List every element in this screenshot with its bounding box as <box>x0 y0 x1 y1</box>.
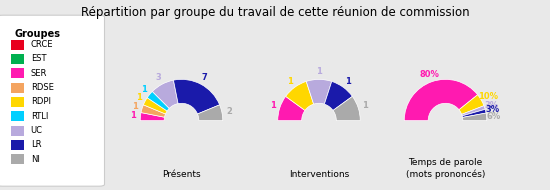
Text: 6%: 6% <box>487 112 501 121</box>
Text: RDPI: RDPI <box>31 97 51 106</box>
Wedge shape <box>324 81 353 110</box>
Text: EST: EST <box>31 55 46 63</box>
Text: Répartition par groupe du travail de cette réunion de commission: Répartition par groupe du travail de cet… <box>81 6 469 19</box>
Wedge shape <box>152 80 178 108</box>
Text: 3: 3 <box>156 73 162 82</box>
Text: 3%: 3% <box>486 105 500 114</box>
Text: Groupes: Groupes <box>15 29 61 39</box>
Wedge shape <box>144 98 167 114</box>
Text: LR: LR <box>31 140 41 150</box>
Text: 1: 1 <box>345 77 350 86</box>
Text: 1: 1 <box>132 102 138 111</box>
Text: 10%: 10% <box>477 92 498 101</box>
Wedge shape <box>404 79 477 121</box>
Bar <box>11 82 24 93</box>
Text: Présents: Présents <box>162 170 201 179</box>
Text: 2: 2 <box>226 107 232 116</box>
Wedge shape <box>459 95 484 114</box>
Wedge shape <box>173 79 219 114</box>
Text: 1: 1 <box>136 93 141 102</box>
Text: RDSE: RDSE <box>31 83 53 92</box>
Text: UC: UC <box>31 126 43 135</box>
Wedge shape <box>333 96 360 121</box>
Text: 1: 1 <box>270 101 276 110</box>
Bar <box>11 40 24 50</box>
Bar <box>11 97 24 107</box>
Bar <box>11 140 24 150</box>
Text: 3%: 3% <box>485 101 499 110</box>
Text: Temps de parole
(mots prononcés): Temps de parole (mots prononcés) <box>406 158 485 179</box>
Bar <box>11 111 24 121</box>
Bar <box>11 54 24 64</box>
Text: 80%: 80% <box>420 70 439 79</box>
Text: 1: 1 <box>362 101 368 110</box>
Wedge shape <box>147 91 169 111</box>
Wedge shape <box>461 106 485 116</box>
Text: 1: 1 <box>130 111 136 120</box>
Wedge shape <box>285 81 313 110</box>
Wedge shape <box>463 113 487 121</box>
Wedge shape <box>462 109 486 117</box>
Text: RTLI: RTLI <box>31 112 48 121</box>
Text: SER: SER <box>31 69 47 78</box>
Wedge shape <box>306 79 332 104</box>
Text: 1: 1 <box>141 85 147 94</box>
Bar <box>11 68 24 78</box>
Wedge shape <box>141 105 166 117</box>
Bar <box>11 126 24 136</box>
Text: 1: 1 <box>316 67 322 76</box>
Wedge shape <box>278 96 305 121</box>
Text: Interventions: Interventions <box>289 170 349 179</box>
Text: CRCE: CRCE <box>31 40 53 49</box>
Wedge shape <box>140 112 164 121</box>
Wedge shape <box>197 105 223 121</box>
Bar <box>11 154 24 164</box>
Text: NI: NI <box>31 155 40 164</box>
Text: 1: 1 <box>288 77 293 86</box>
Text: 7: 7 <box>201 73 207 82</box>
